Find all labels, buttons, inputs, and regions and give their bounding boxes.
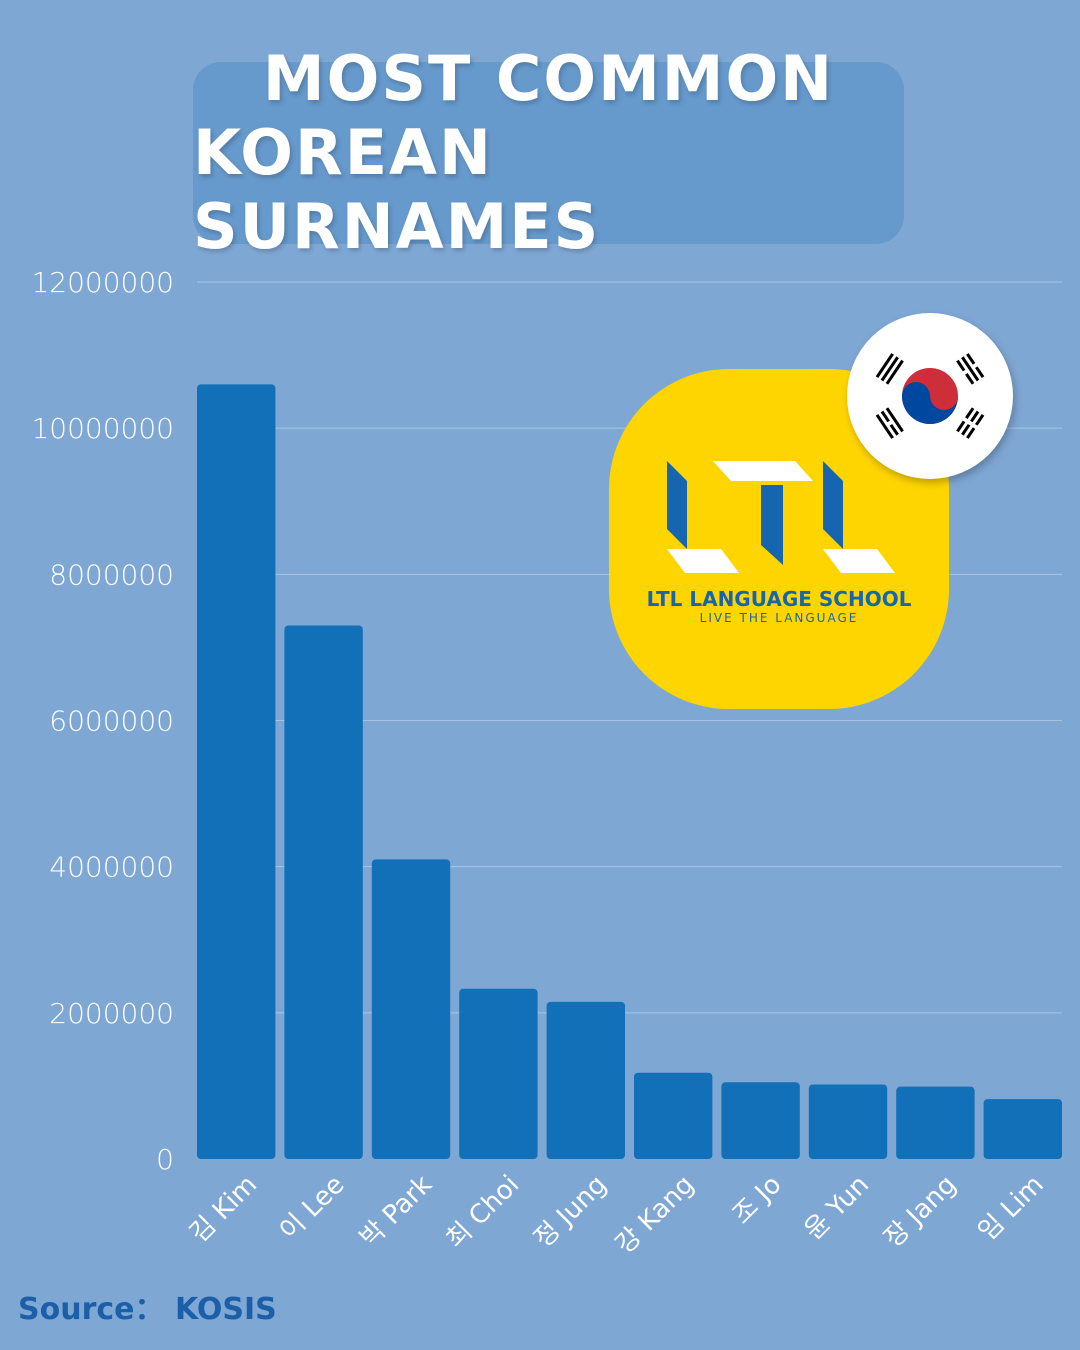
bar — [546, 1001, 625, 1159]
x-tick-label: 조 Jo — [727, 1170, 788, 1231]
x-tick-label: 장 Jang — [878, 1170, 962, 1254]
x-tick-label: 강 Kang — [610, 1170, 700, 1260]
y-axis: 0 2000000 4000000 6000000 8000000 10000000 120… — [31, 266, 174, 1176]
x-tick-label: 김 Kim — [184, 1170, 263, 1249]
bar — [197, 384, 276, 1160]
bars — [197, 384, 1062, 1160]
bar — [808, 1084, 888, 1159]
source-text: Source： KOSIS — [18, 1292, 277, 1327]
x-tick-label: 박 Park — [354, 1170, 438, 1254]
y-tick-label: 10000000 — [31, 412, 174, 445]
x-tick-label: 정 Jung — [528, 1170, 612, 1254]
x-tick-label: 이 Lee — [274, 1170, 351, 1247]
title-line-2: KOREAN SURNAMES — [193, 116, 601, 263]
x-tick-label: 최 Choi — [441, 1170, 526, 1255]
y-tick-label: 12000000 — [31, 266, 174, 299]
bar — [459, 988, 538, 1159]
logo-name: LTL LANGUAGE SCHOOL — [646, 587, 912, 611]
y-tick-label: 6000000 — [49, 705, 174, 738]
bar — [371, 859, 451, 1159]
y-tick-label: 4000000 — [49, 851, 174, 884]
y-tick-label: 8000000 — [49, 558, 174, 591]
y-tick-label: 0 — [156, 1143, 174, 1176]
bar — [983, 1099, 1062, 1159]
bar — [634, 1072, 713, 1159]
bar — [284, 625, 363, 1159]
logo-tagline: LIVE THE LANGUAGE — [699, 611, 859, 625]
y-tick-label: 2000000 — [49, 997, 174, 1030]
title-box: MOST COMMON KOREAN SURNAMES — [193, 42, 904, 263]
bar — [896, 1086, 975, 1159]
bar — [721, 1082, 800, 1159]
ltl-letters-icon — [667, 461, 895, 573]
title-line-1: MOST COMMON — [262, 42, 835, 115]
x-tick-label: 임 Lim — [973, 1170, 1050, 1247]
korean-flag-icon — [847, 313, 1013, 479]
x-tick-label: 윤 Yun — [799, 1170, 875, 1246]
